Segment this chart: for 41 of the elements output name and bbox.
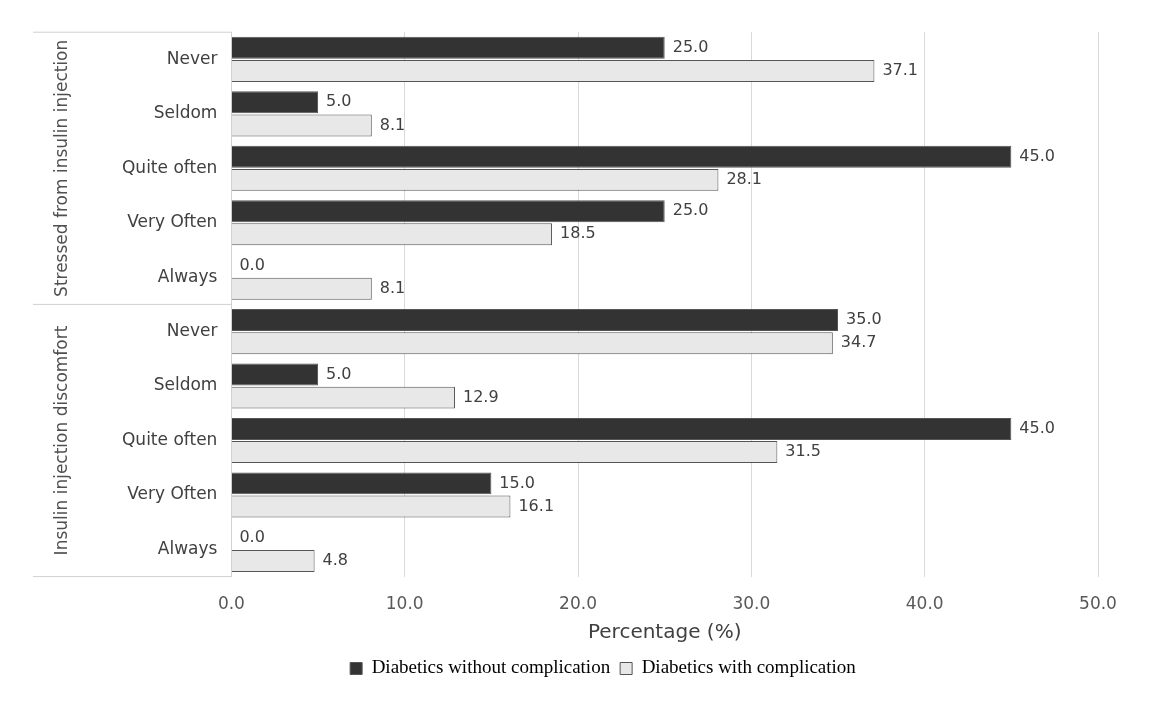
data-label: 15.0 bbox=[499, 472, 535, 492]
data-label: 25.0 bbox=[672, 200, 709, 220]
x-tick-label: 40.0 bbox=[905, 593, 944, 614]
legend-label: Diabetics without complication bbox=[371, 656, 611, 678]
data-label: 0.0 bbox=[239, 526, 265, 546]
data-label: 0.0 bbox=[239, 254, 265, 274]
x-axis-title: Percentage (%) bbox=[587, 619, 742, 644]
x-tick-label: 10.0 bbox=[385, 593, 424, 614]
x-tick-label: 30.0 bbox=[732, 593, 771, 614]
y-tick-label: Always bbox=[157, 537, 218, 558]
data-label: 34.7 bbox=[840, 332, 877, 352]
data-label: 37.1 bbox=[882, 60, 919, 80]
y-tick-label: Never bbox=[166, 47, 218, 68]
y-tick-label: Very Often bbox=[127, 483, 218, 504]
text: Stressed from insulin injection bbox=[51, 39, 72, 297]
y-tick-label: Very Often bbox=[127, 211, 218, 232]
data-label: 45.0 bbox=[1019, 418, 1055, 438]
data-label: 28.1 bbox=[726, 169, 763, 189]
data-label: 18.5 bbox=[560, 223, 596, 243]
data-label: 5.0 bbox=[326, 363, 352, 383]
y-tick-label: Quite often bbox=[121, 156, 218, 177]
y-tick-label: Quite often bbox=[121, 428, 218, 449]
data-label: 31.5 bbox=[785, 441, 821, 461]
x-tick-label: 20.0 bbox=[559, 593, 597, 614]
x-tick-label: 50.0 bbox=[1079, 593, 1117, 614]
text: Insulin injection discomfort bbox=[51, 325, 72, 556]
data-label: 8.1 bbox=[379, 277, 406, 297]
data-label: 4.8 bbox=[322, 550, 349, 570]
data-label: 8.1 bbox=[379, 114, 406, 134]
legend-label: Diabetics with complication bbox=[641, 656, 857, 678]
y-tick-label: Seldom bbox=[153, 374, 218, 395]
data-label: 12.9 bbox=[462, 386, 499, 406]
data-label: 25.0 bbox=[672, 37, 709, 57]
y-tick-label: Seldom bbox=[153, 102, 218, 123]
data-label: 5.0 bbox=[326, 91, 352, 111]
y-tick-label: Always bbox=[157, 265, 218, 286]
data-label: 45.0 bbox=[1019, 145, 1055, 165]
x-tick-label: 0.0 bbox=[217, 593, 245, 614]
data-label: 16.1 bbox=[518, 495, 555, 515]
y-tick-label: Never bbox=[166, 320, 218, 341]
data-label: 35.0 bbox=[846, 309, 882, 329]
